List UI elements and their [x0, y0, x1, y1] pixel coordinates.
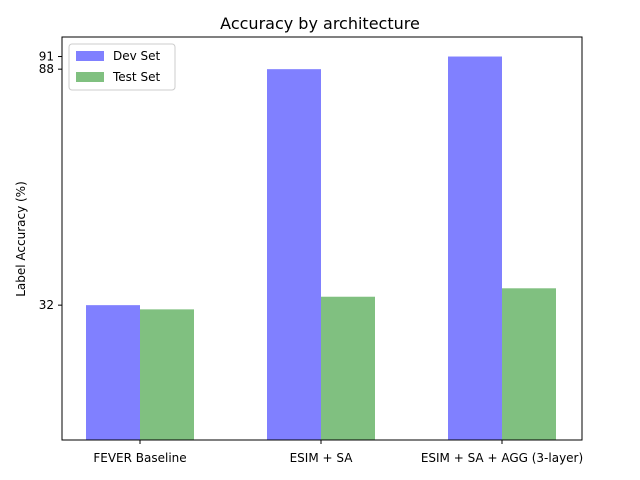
bar-test-0: [140, 309, 194, 440]
x-tick-label-0: FEVER Baseline: [93, 451, 186, 465]
chart-title: Accuracy by architecture: [220, 14, 420, 33]
bars-layer: [86, 56, 556, 440]
plot-frame: [61, 36, 583, 441]
y-tick-label-2: 91: [39, 50, 54, 64]
y-tick-label-1: 88: [39, 62, 54, 76]
legend-swatch-0: [76, 51, 104, 61]
legend-label-1: Test Set: [112, 70, 160, 84]
legend-label-0: Dev Set: [113, 49, 161, 63]
bar-dev-2: [448, 56, 502, 440]
legend-swatch-1: [76, 72, 104, 82]
bar-dev-0: [86, 305, 140, 440]
x-tick-label-2: ESIM + SA + AGG (3-layer): [421, 451, 583, 465]
bar-test-2: [502, 288, 556, 440]
y-tick-label-0: 32: [39, 298, 54, 312]
bar-test-1: [321, 296, 375, 440]
bar-dev-1: [267, 69, 321, 440]
legend: Dev Set Test Set: [68, 43, 176, 91]
x-tick-label-1: ESIM + SA: [290, 451, 354, 465]
y-axis-label: Label Accuracy (%): [14, 181, 28, 297]
x-axis-ticks: FEVER Baseline ESIM + SA ESIM + SA + AGG (…: [93, 440, 583, 465]
